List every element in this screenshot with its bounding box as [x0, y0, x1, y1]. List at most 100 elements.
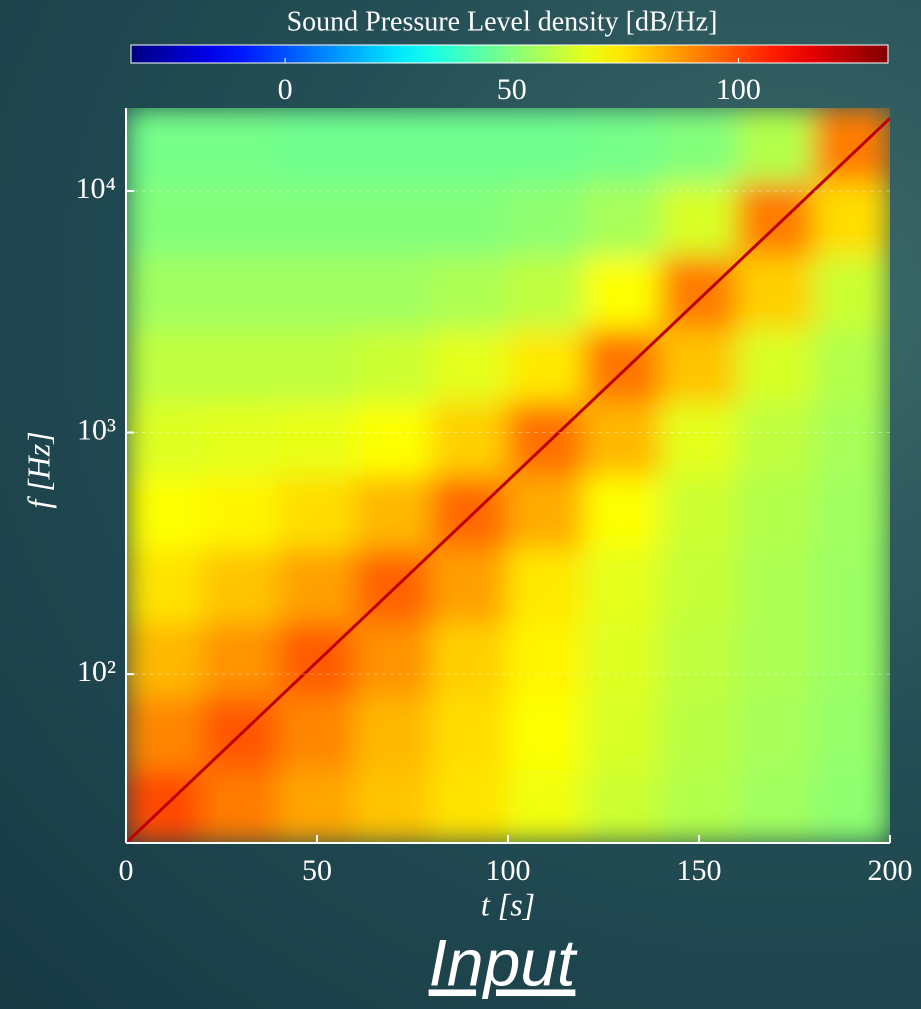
heatmap-cell [813, 475, 890, 550]
heatmap-cells [126, 108, 890, 843]
heatmap-cell [431, 401, 509, 477]
heatmap-cell [126, 695, 203, 770]
heatmap-cell [507, 695, 585, 770]
heatmap-cell [583, 622, 662, 697]
heatmap-cell [126, 254, 203, 330]
heatmap-cell [354, 254, 433, 330]
heatmap-cell [354, 401, 433, 477]
heatmap-cell [660, 254, 738, 330]
heatmap-cell [431, 475, 509, 550]
heatmap-cell [431, 768, 509, 843]
y-axis-label: f [Hz] [20, 431, 56, 508]
heatmap-cell [507, 108, 585, 183]
x-tick-label: 100 [486, 854, 531, 887]
heatmap-cell [431, 254, 509, 330]
x-axis-label: t [s] [481, 886, 535, 922]
heatmap-cell [736, 401, 815, 477]
heatmap-cell [354, 108, 433, 183]
heatmap-cell [813, 108, 890, 183]
heatmap-cell [736, 622, 815, 697]
heatmap-cell [736, 548, 815, 624]
heatmap-cell [583, 768, 662, 843]
heatmap-cell [813, 622, 890, 697]
heatmap-cell [583, 695, 662, 770]
heatmap-cell [201, 328, 280, 403]
x-tick-label: 0 [119, 854, 134, 887]
heatmap-cell [126, 108, 203, 183]
colorbar-tick-label: 0 [278, 73, 293, 106]
heatmap-cell [507, 548, 585, 624]
heatmap-cell [278, 401, 356, 477]
heatmap-cell [201, 108, 280, 183]
heatmap-cell [813, 181, 890, 256]
heatmap-cell [354, 328, 433, 403]
heatmap-cell [354, 695, 433, 770]
heatmap-cell [126, 475, 203, 550]
y-tick-label: 10⁴ [76, 172, 116, 205]
heatmap-cell [354, 768, 433, 843]
heatmap-cell [507, 401, 585, 477]
heatmap-cell [278, 254, 356, 330]
heatmap-cell [660, 181, 738, 256]
heatmap-cell [126, 181, 203, 256]
colorbar [130, 44, 889, 64]
heatmap-cell [660, 475, 738, 550]
heatmap-cell [431, 328, 509, 403]
heatmap-cell [583, 401, 662, 477]
heatmap-cell [736, 768, 815, 843]
heatmap-cell [278, 108, 356, 183]
heatmap-cell [660, 328, 738, 403]
heatmap-cell [736, 475, 815, 550]
heatmap-cell [813, 254, 890, 330]
heatmap-cell [660, 622, 738, 697]
heatmap-cell [278, 548, 356, 624]
heatmap-cell [813, 401, 890, 477]
heatmap-cell [354, 475, 433, 550]
colorbar-tick-label: 50 [497, 73, 527, 106]
heatmap-cell [201, 768, 280, 843]
y-tick-label: 10² [77, 655, 116, 688]
heatmap [126, 108, 890, 843]
heatmap-cell [201, 622, 280, 697]
x-tick-label: 150 [677, 854, 722, 887]
heatmap-cell [736, 181, 815, 256]
heatmap-cell [354, 548, 433, 624]
heatmap-cell [507, 475, 585, 550]
heatmap-cell [660, 108, 738, 183]
heatmap-cell [201, 254, 280, 330]
heatmap-cell [278, 328, 356, 403]
heatmap-cell [201, 475, 280, 550]
heatmap-cell [126, 548, 203, 624]
heatmap-cell [813, 328, 890, 403]
heatmap-cell [354, 181, 433, 256]
heatmap-cell [736, 695, 815, 770]
heatmap-cell [354, 622, 433, 697]
x-tick-label: 50 [302, 854, 332, 887]
heatmap-cell [201, 181, 280, 256]
heatmap-cell [507, 181, 585, 256]
y-tick-label: 10³ [77, 413, 116, 446]
x-tick-label: 200 [868, 854, 913, 887]
heatmap-cell [736, 328, 815, 403]
heatmap-cell [126, 622, 203, 697]
colorbar-title: Sound Pressure Level density [dB/Hz] [287, 6, 718, 37]
heatmap-cell [813, 768, 890, 843]
heatmap-cell [583, 254, 662, 330]
heatmap-cell [431, 548, 509, 624]
heatmap-cell [507, 328, 585, 403]
caption: Input [429, 925, 578, 999]
colorbar-tick-label: 100 [716, 73, 761, 106]
heatmap-cell [507, 768, 585, 843]
heatmap-cell [278, 181, 356, 256]
heatmap-cell [660, 401, 738, 477]
heatmap-cell [583, 475, 662, 550]
heatmap-cell [278, 475, 356, 550]
heatmap-cell [660, 695, 738, 770]
heatmap-cell [583, 181, 662, 256]
heatmap-cell [660, 768, 738, 843]
heatmap-cell [660, 548, 738, 624]
heatmap-cell [813, 548, 890, 624]
sweep-line [126, 117, 890, 843]
heatmap-cell [278, 768, 356, 843]
